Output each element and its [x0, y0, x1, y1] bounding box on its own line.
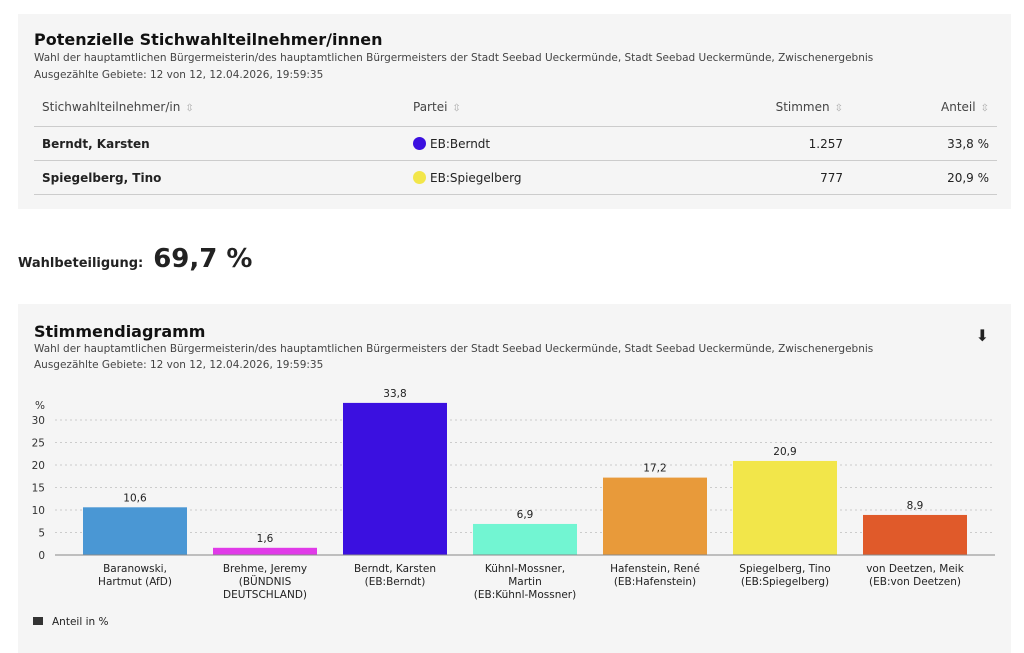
y-tick-label: 5 [38, 528, 45, 540]
sort-icon: ⇳ [185, 103, 194, 114]
legend-swatch [33, 617, 43, 625]
share: 33,8 % [851, 126, 997, 161]
x-tick-label: (EB:Spiegelberg) [741, 576, 829, 588]
party-color-dot [413, 136, 426, 150]
x-tick-label: (BÜNDNIS [239, 575, 292, 588]
x-tick-label: (EB:Berndt) [365, 576, 426, 588]
y-axis-unit: % [35, 400, 45, 412]
download-icon[interactable]: ⬇ [975, 326, 989, 345]
x-tick-label: (EB:Kühnl-Mossner) [474, 589, 576, 601]
data-label: 1,6 [257, 533, 274, 545]
bar [733, 460, 837, 555]
bar [343, 402, 447, 555]
table-row: Spiegelberg, Tino EB:Spiegelberg 777 20,… [34, 160, 997, 195]
diagram-title: Stimmendiagramm [34, 322, 206, 341]
col-header-share[interactable]: Anteil ⇳ [851, 88, 997, 127]
col-header-candidate[interactable]: Stichwahlteilnehmer/in ⇳ [34, 88, 405, 127]
party-name: EB:Spiegelberg [430, 170, 522, 185]
party-cell: EB:Berndt [405, 126, 673, 161]
party-cell: EB:Spiegelberg [405, 160, 673, 195]
data-label: 6,9 [517, 509, 534, 521]
x-tick-label: Spiegelberg, Tino [739, 563, 830, 575]
bar [213, 547, 317, 555]
diagram-status: Ausgezählte Gebiete: 12 von 12, 12.04.20… [34, 359, 324, 371]
y-tick-label: 15 [32, 483, 45, 495]
x-tick-label: Martin [508, 576, 542, 588]
y-tick-label: 30 [32, 415, 45, 427]
x-tick-label: (EB:von Deetzen) [869, 576, 961, 588]
x-tick-label: DEUTSCHLAND) [223, 589, 307, 601]
y-tick-label: 0 [38, 550, 45, 562]
runoff-subtitle: Wahl der hauptamtlichen Bürgermeisterin/… [34, 52, 874, 64]
col-label: Anteil [941, 100, 976, 114]
share: 20,9 % [851, 160, 997, 195]
x-tick-label: von Deetzen, Meik [866, 563, 964, 575]
table-row: Berndt, Karsten EB:Berndt 1.257 33,8 % [34, 126, 997, 161]
x-tick-label: Hafenstein, René [610, 563, 700, 575]
data-label: 33,8 [383, 388, 406, 400]
runoff-title: Potenzielle Stichwahlteilnehmer/innen [34, 30, 383, 49]
col-header-party[interactable]: Partei ⇳ [405, 88, 673, 127]
col-header-votes[interactable]: Stimmen ⇳ [672, 88, 851, 127]
y-tick-label: 20 [32, 460, 45, 472]
legend-label: Anteil in % [52, 616, 108, 628]
col-label: Partei [413, 100, 448, 114]
party-color-dot [413, 170, 426, 184]
x-tick-label: Hartmut (AfD) [98, 576, 172, 588]
y-tick-label: 10 [32, 505, 45, 517]
col-label: Stichwahlteilnehmer/in [42, 100, 181, 114]
bar [83, 507, 187, 555]
data-label: 20,9 [773, 446, 796, 458]
votes: 1.257 [672, 126, 851, 161]
turnout-value: 69,7 % [153, 244, 253, 274]
turnout-label: Wahlbeteiligung: [18, 256, 144, 271]
bar-chart: 0 5 10 15 20 25 30% 10,6 Baranowski,Hartmut (AfD… [32, 388, 995, 628]
turnout: Wahlbeteiligung: 69,7 % [18, 244, 252, 274]
sort-icon: ⇳ [980, 103, 989, 114]
bar [603, 477, 707, 555]
votes: 777 [672, 160, 851, 195]
candidate-name: Spiegelberg, Tino [34, 160, 405, 195]
x-tick-label: Brehme, Jeremy [223, 563, 307, 575]
col-label: Stimmen [775, 100, 830, 114]
bar [863, 514, 967, 555]
party-name: EB:Berndt [430, 136, 491, 151]
diagram-subtitle: Wahl der hauptamtlichen Bürgermeisterin/… [34, 343, 874, 355]
y-tick-label: 25 [32, 438, 45, 450]
runoff-panel: Potenzielle Stichwahlteilnehmer/innen Wa… [18, 14, 1011, 209]
data-label: 8,9 [907, 500, 924, 512]
runoff-table: Stichwahlteilnehmer/in ⇳ Partei ⇳ Stimmen ⇳… [34, 88, 997, 195]
runoff-status: Ausgezählte Gebiete: 12 von 12, 12.04.20… [34, 69, 324, 81]
bar [473, 523, 577, 555]
data-label: 17,2 [643, 463, 666, 475]
x-tick-label: (EB:Hafenstein) [614, 576, 696, 588]
data-label: 10,6 [123, 492, 147, 504]
sort-icon: ⇳ [834, 103, 843, 114]
x-tick-label: Kühnl-Mossner, [485, 563, 565, 575]
candidate-name: Berndt, Karsten [34, 126, 405, 161]
diagram-panel: Stimmendiagramm Wahl der hauptamtlichen … [18, 304, 1011, 653]
x-tick-label: Baranowski, [103, 563, 167, 575]
x-tick-label: Berndt, Karsten [354, 563, 436, 575]
sort-icon: ⇳ [452, 103, 461, 114]
